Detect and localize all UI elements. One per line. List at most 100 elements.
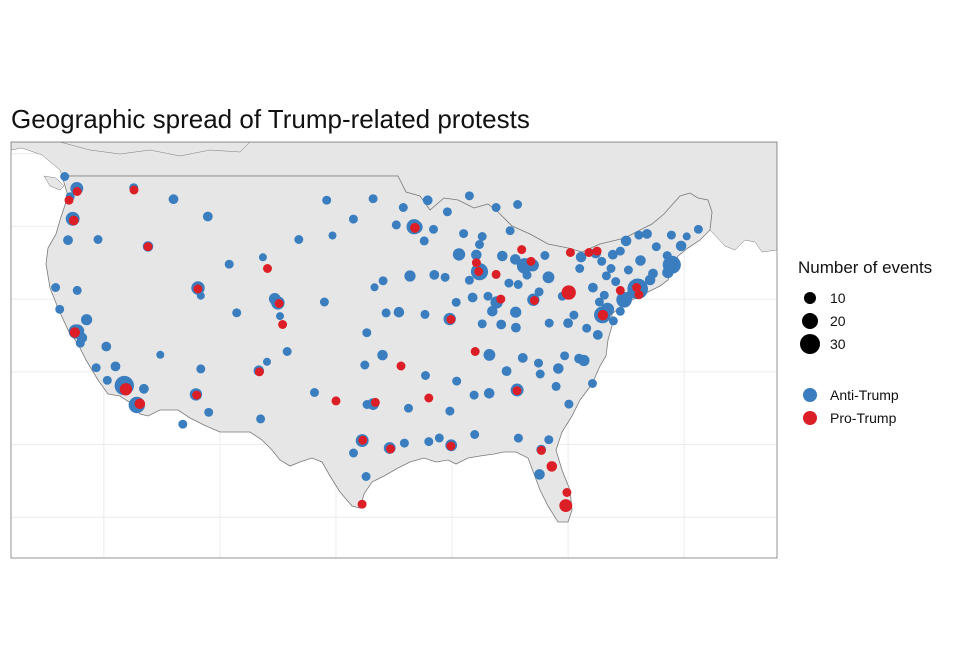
anti-trump-point (440, 272, 450, 282)
pro-trump-point (446, 441, 456, 451)
anti-trump-point (491, 203, 501, 212)
anti-trump-point (594, 297, 604, 307)
anti-trump-point (348, 214, 358, 224)
pro-trump-point (410, 222, 420, 233)
anti-trump-point (322, 195, 332, 205)
anti-trump-point (623, 265, 633, 275)
anti-trump-point (419, 236, 429, 246)
anti-trump-point (282, 347, 292, 356)
color-legend-label: Anti-Trump (830, 386, 899, 403)
anti-trump-point (139, 383, 149, 394)
pro-trump-point (331, 396, 341, 406)
anti-trump-point (360, 360, 370, 370)
pro-trump-point (592, 246, 602, 256)
size-legend-title: Number of events (798, 258, 933, 277)
anti-trump-point (467, 292, 478, 303)
anti-trump-point (377, 349, 388, 361)
anti-trump-point (642, 229, 652, 239)
pro-trump-point (129, 185, 139, 195)
anti-trump-point (510, 306, 522, 318)
anti-trump-point (294, 235, 304, 244)
color-legend-item-anti: Anti-Trump (798, 383, 958, 406)
anti-trump-point (608, 316, 618, 326)
anti-trump-point (319, 297, 329, 307)
protest-points (51, 172, 703, 513)
anti-trump-point (445, 406, 455, 416)
anti-trump-point (540, 251, 550, 260)
size-key-dot-10 (804, 291, 816, 304)
anti-trump-point (607, 249, 618, 260)
anti-trump-point (615, 306, 625, 316)
anti-trump-point (232, 308, 242, 318)
anti-trump-point (258, 253, 267, 262)
pro-trump-point (72, 187, 82, 196)
anti-trump-point (391, 220, 401, 230)
anti-trump-point (442, 207, 452, 217)
anti-trump-point (404, 403, 413, 413)
anti-trump-point (370, 283, 379, 292)
anti-trump-point (464, 191, 474, 201)
pro-trump-point (561, 285, 576, 300)
anti-trump-point (362, 400, 372, 409)
legend: Number of events 10 20 30 Anti-Trump Pro… (798, 258, 958, 429)
pro-trump-point (562, 488, 572, 497)
anti-trump-point (101, 341, 112, 352)
color-legend-item-pro: Pro-Trump (798, 406, 958, 429)
anti-trump-point (399, 438, 409, 448)
anti-trump-point (459, 229, 469, 239)
anti-trump-point (534, 358, 543, 368)
anti-trump-point (196, 291, 205, 300)
anti-trump-point (666, 230, 676, 240)
anti-trump-point (328, 231, 337, 240)
pro-trump-point (64, 195, 74, 205)
anti-trump-point (75, 338, 85, 348)
pro-trump-point (424, 393, 434, 403)
anti-trump-point (477, 319, 487, 329)
pro-trump-point (471, 258, 481, 268)
anti-trump-point (469, 390, 479, 400)
pro-trump-point (615, 285, 625, 295)
pro-trump-point (634, 290, 644, 300)
anti-trump-point (178, 419, 188, 429)
anti-trump-point (477, 232, 487, 241)
pro-trump-point (517, 245, 527, 255)
anti-trump-point (505, 226, 515, 236)
anti-trump-point (475, 240, 484, 249)
anti-trump-point (361, 472, 371, 481)
anti-trump-point (276, 312, 284, 321)
anti-trump-point (564, 399, 574, 409)
anti-trump-point (421, 371, 430, 380)
greenland-fragment (59, 142, 251, 157)
anti-trump-point (501, 366, 512, 376)
pro-trump-point (446, 315, 456, 324)
anti-trump-point (592, 330, 603, 340)
anti-trump-point (81, 314, 93, 326)
anti-trump-point (429, 224, 438, 234)
anti-trump-point (582, 323, 592, 333)
anti-trump-point (168, 194, 179, 205)
anti-trump-point (504, 278, 514, 288)
pro-trump-point (193, 284, 203, 294)
anti-trump-point (599, 290, 609, 300)
anti-trump-point (675, 240, 687, 252)
anti-trump-point (534, 469, 545, 480)
anti-trump-point (620, 235, 632, 247)
pro-trump-point (565, 248, 575, 257)
anti-trump-point (551, 381, 561, 391)
anti-trump-point (693, 224, 703, 234)
size-key-dot-20 (802, 312, 818, 329)
anti-trump-point (422, 195, 433, 206)
anti-trump-point (513, 280, 523, 289)
pro-trump-point (512, 386, 522, 396)
pro-trump-point (526, 256, 536, 266)
anti-trump-point (72, 285, 82, 295)
anti-trump-point (682, 232, 691, 241)
pro-trump-point (68, 215, 79, 226)
anti-trump-point (648, 268, 658, 279)
anti-trump-point (662, 267, 674, 279)
anti-trump-point (597, 256, 607, 266)
anti-trump-point (487, 305, 498, 317)
anti-trump-point (534, 287, 544, 297)
anti-trump-point (452, 248, 466, 261)
